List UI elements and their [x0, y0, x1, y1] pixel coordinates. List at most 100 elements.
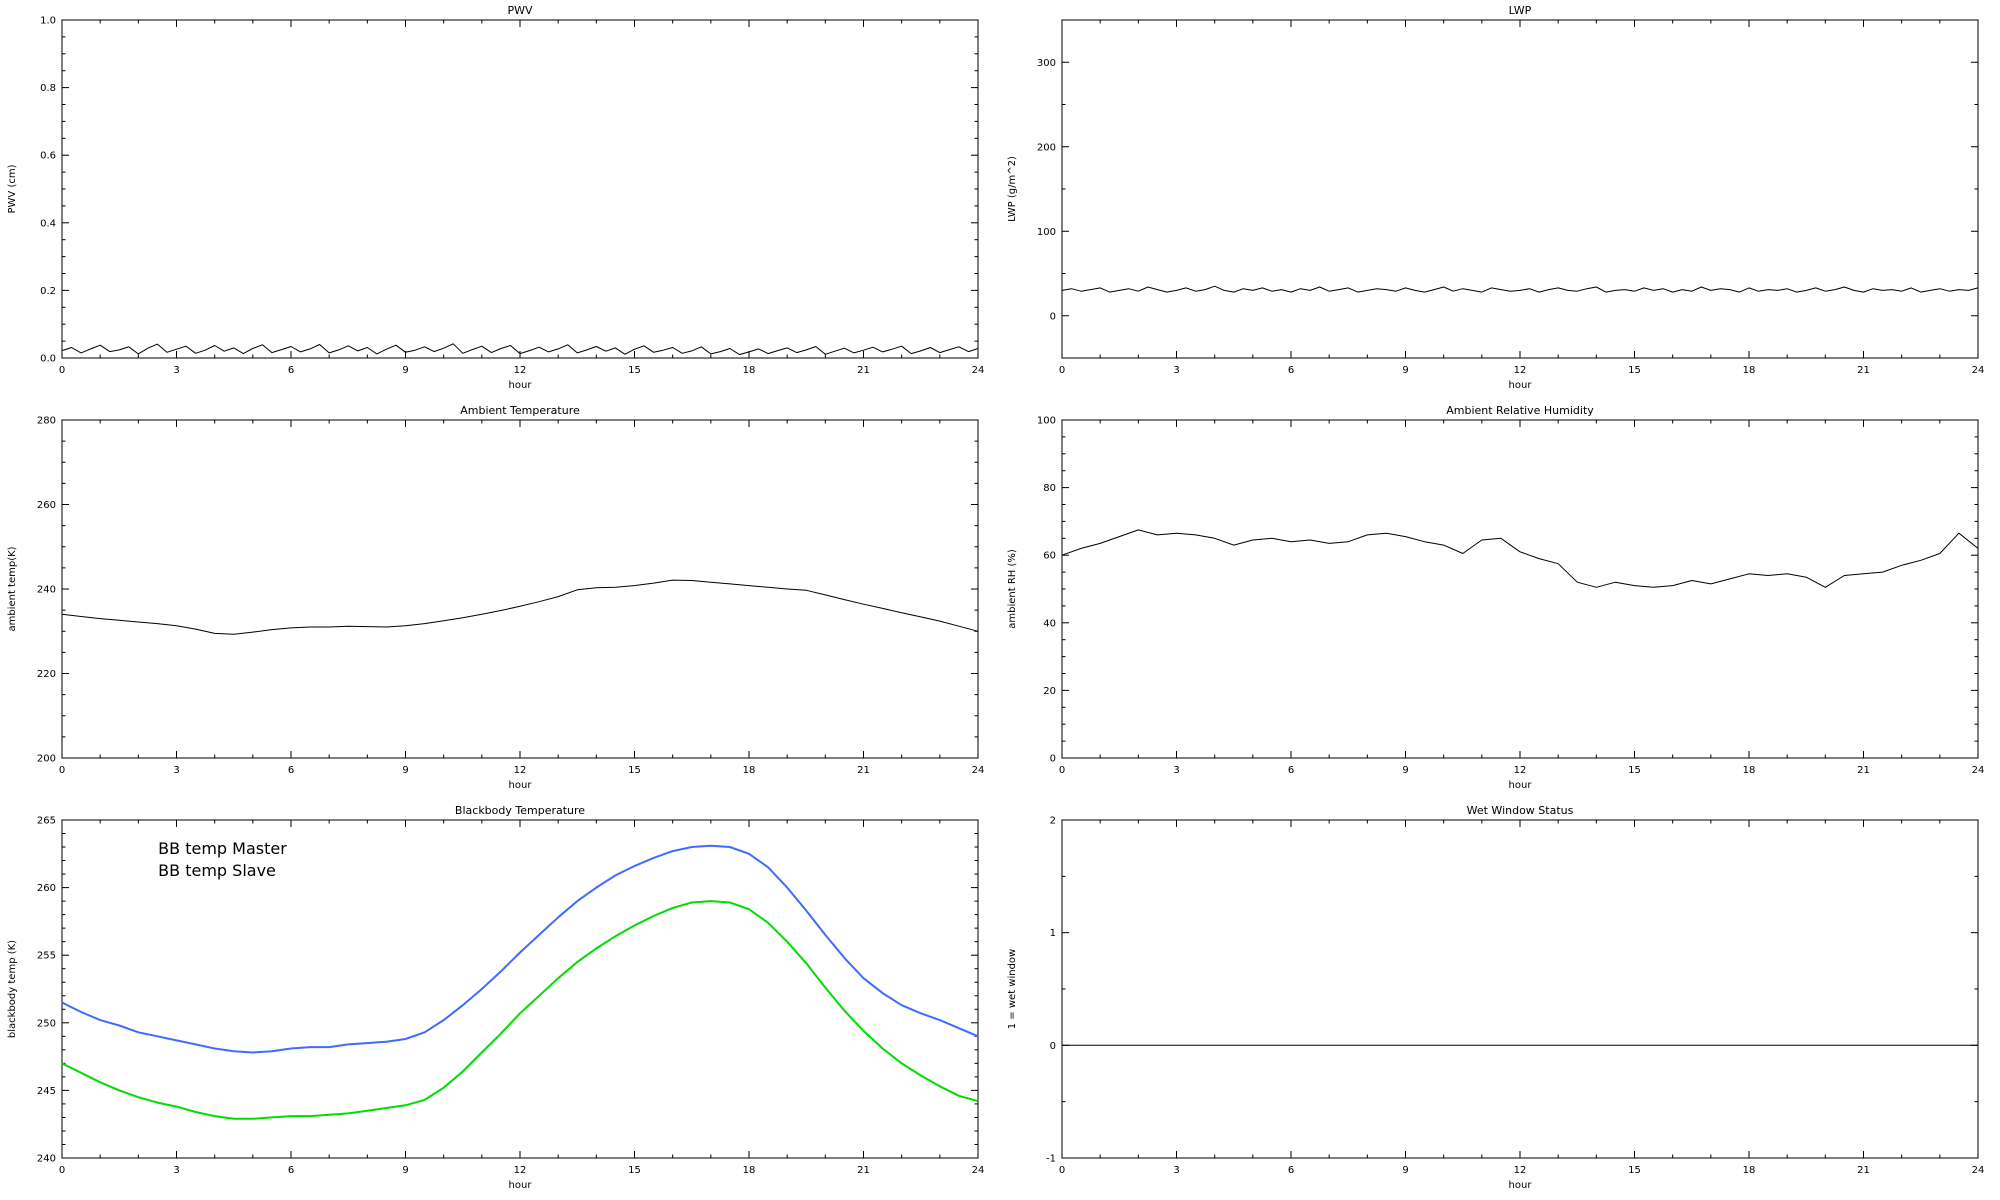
series-bb-temp-slave — [61, 900, 979, 1120]
y-tick-label: 0 — [1050, 1041, 1056, 1052]
y-axis-label: 1 = wet window — [1007, 949, 1018, 1029]
x-tick-label: 21 — [857, 365, 870, 376]
series-ambient-rh — [1061, 529, 1979, 588]
y-tick-label: 260 — [37, 500, 56, 511]
y-tick-label: 0 — [1050, 754, 1056, 765]
y-tick-label: 240 — [37, 585, 56, 596]
x-tick-label: 0 — [59, 765, 65, 776]
y-tick-label: 0.2 — [40, 286, 56, 297]
plot-frame — [61, 19, 979, 359]
x-tick-label: 6 — [1288, 1165, 1294, 1176]
x-tick-label: 0 — [59, 365, 65, 376]
x-tick-label: 15 — [1628, 1165, 1641, 1176]
y-tick-label: 40 — [1043, 618, 1056, 629]
x-tick-label: 18 — [743, 365, 756, 376]
x-tick-label: 21 — [1857, 1165, 1870, 1176]
x-tick-label: 9 — [402, 765, 408, 776]
chart-panel-wet-window-status: 0 3 6 9 12 15 18 21 24 -1 0 1 2 Wet Window Status hour… — [1000, 800, 2000, 1200]
legend-annotation-bb-temp-slave: BB temp Slave — [158, 861, 276, 880]
y-tick-label: 1.0 — [40, 16, 56, 27]
chart-blackbody-temperature-svg: 0 3 6 9 12 15 18 21 24 240 245 250 255 260 265 Blackbod… — [7, 804, 985, 1191]
x-tick-label: 18 — [1743, 365, 1756, 376]
x-tick-label: 3 — [1173, 765, 1179, 776]
x-tick-label: 9 — [1402, 365, 1408, 376]
x-tick-label: 15 — [628, 1165, 641, 1176]
x-tick-label: 24 — [972, 1165, 985, 1176]
y-tick-label: 240 — [37, 1154, 56, 1165]
x-axis-label: hour — [1509, 380, 1533, 391]
y-tick-label: 200 — [1037, 142, 1056, 153]
chart-lwp-svg: 0 3 6 9 12 15 18 21 24 0 100 200 300 LWP hour LWP (g/m^… — [1007, 4, 1985, 391]
plot-frame — [1061, 419, 1979, 759]
x-tick-label: 12 — [514, 765, 527, 776]
chart-title: LWP — [1509, 4, 1532, 17]
y-tick-label: 60 — [1043, 551, 1056, 562]
chart-ambient-temperature-svg: 0 3 6 9 12 15 18 21 24 200 220 240 260 280 Ambient Tem… — [7, 404, 985, 791]
chart-title: Wet Window Status — [1467, 804, 1574, 817]
y-tick-label: 20 — [1043, 686, 1056, 697]
y-tick-label: 250 — [37, 1018, 56, 1029]
plot-frame — [61, 419, 979, 759]
x-axis-label: hour — [509, 380, 533, 391]
x-tick-label: 12 — [514, 365, 527, 376]
x-tick-label: 18 — [743, 1165, 756, 1176]
chart-title: Ambient Relative Humidity — [1446, 404, 1594, 417]
y-tick-label: 0.0 — [40, 354, 56, 365]
x-tick-label: 12 — [1514, 365, 1527, 376]
x-axis-label: hour — [1509, 1180, 1533, 1191]
x-tick-label: 6 — [288, 365, 294, 376]
x-tick-label: 21 — [1857, 765, 1870, 776]
y-tick-label: 265 — [37, 816, 56, 827]
y-tick-label: 260 — [37, 883, 56, 894]
x-tick-label: 24 — [972, 765, 985, 776]
y-tick-label: 80 — [1043, 483, 1056, 494]
y-tick-label: 0.4 — [40, 218, 56, 229]
x-tick-label: 9 — [1402, 765, 1408, 776]
y-axis-label: ambient temp(K) — [7, 546, 18, 631]
x-tick-label: 9 — [1402, 1165, 1408, 1176]
x-tick-label: 3 — [1173, 1165, 1179, 1176]
x-axis-label: hour — [1509, 780, 1533, 791]
chart-panel-blackbody-temperature: 0 3 6 9 12 15 18 21 24 240 245 250 255 260 265 Blackbod… — [0, 800, 1000, 1200]
x-tick-label: 18 — [1743, 1165, 1756, 1176]
y-tick-label: -1 — [1046, 1154, 1056, 1165]
y-tick-label: 1 — [1050, 928, 1056, 939]
x-tick-label: 15 — [628, 765, 641, 776]
y-tick-label: 0 — [1050, 311, 1056, 322]
x-tick-label: 21 — [1857, 365, 1870, 376]
x-tick-label: 15 — [1628, 365, 1641, 376]
y-tick-label: 0.6 — [40, 151, 56, 162]
y-tick-label: 220 — [37, 669, 56, 680]
y-tick-label: 280 — [37, 416, 56, 427]
chart-title: Ambient Temperature — [460, 404, 580, 417]
plot-frame — [1061, 819, 1979, 1159]
series-pwv — [61, 343, 979, 356]
series-ambient-temp — [61, 579, 979, 635]
y-axis-label: PWV (cm) — [7, 164, 18, 213]
x-tick-label: 15 — [1628, 765, 1641, 776]
x-tick-label: 12 — [1514, 765, 1527, 776]
plot-frame — [1061, 19, 1979, 359]
y-axis-label: ambient RH (%) — [1007, 549, 1018, 629]
chart-title: Blackbody Temperature — [455, 804, 585, 817]
x-tick-label: 9 — [402, 365, 408, 376]
chart-panel-ambient-temperature: 0 3 6 9 12 15 18 21 24 200 220 240 260 280 Ambient Tem… — [0, 400, 1000, 800]
x-tick-label: 24 — [1972, 365, 1985, 376]
y-axis-label: LWP (g/m^2) — [1007, 156, 1018, 222]
x-tick-label: 6 — [1288, 365, 1294, 376]
x-tick-label: 24 — [1972, 1165, 1985, 1176]
chart-panel-pwv: 0 3 6 9 12 15 18 21 24 0.0 0.2 0.4 0.6 0.8 1.0 PWV hour P… — [0, 0, 1000, 400]
series-bb-temp-master — [61, 844, 979, 1054]
x-tick-label: 0 — [1059, 765, 1065, 776]
x-tick-label: 0 — [1059, 1165, 1065, 1176]
y-tick-label: 0.8 — [40, 83, 56, 94]
x-tick-label: 24 — [1972, 765, 1985, 776]
x-axis-label: hour — [509, 780, 533, 791]
x-tick-label: 18 — [743, 765, 756, 776]
x-tick-label: 3 — [173, 365, 179, 376]
x-tick-label: 21 — [857, 765, 870, 776]
x-tick-label: 3 — [1173, 365, 1179, 376]
x-tick-label: 12 — [514, 1165, 527, 1176]
y-tick-label: 100 — [1037, 416, 1056, 427]
